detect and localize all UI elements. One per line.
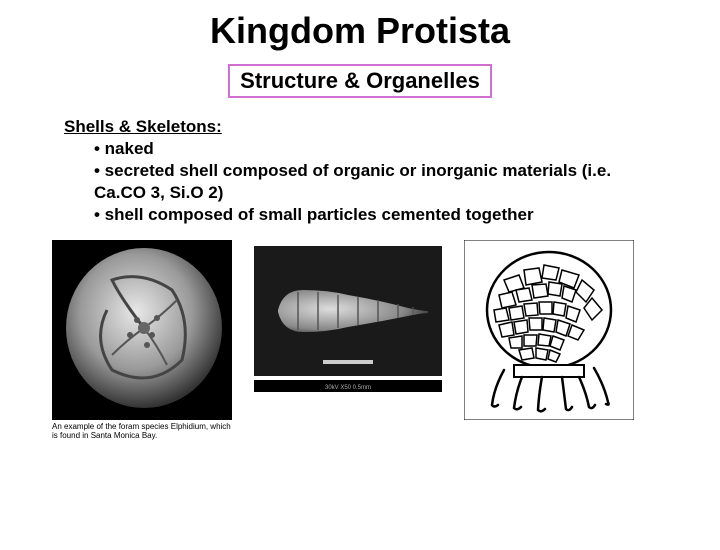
bullet-item: • secreted shell composed of organic or … [94,160,656,204]
bullet-item: • naked [94,138,656,160]
agglutinated-shell-diagram [464,240,634,420]
image-1-container: An example of the foram species Elphidiu… [52,240,232,441]
section-heading: Shells & Skeletons: [64,116,656,138]
image-3-container [464,240,634,420]
bullet-item: • shell composed of small particles ceme… [94,204,656,226]
subtitle-box: Structure & Organelles [228,64,492,98]
foram-elphidium-image [52,240,232,420]
shell-cone-image: 30kV X50 0.5mm [248,240,448,400]
image-1-caption: An example of the foram species Elphidiu… [52,423,232,441]
subtitle-text: Structure & Organelles [240,68,480,93]
page-title: Kingdom Protista [0,10,720,52]
svg-text:30kV X50 0.5mm: 30kV X50 0.5mm [325,385,371,391]
content-block: Shells & Skeletons: • naked • secreted s… [64,116,656,226]
images-row: An example of the foram species Elphidiu… [52,240,668,441]
bullet-list: • naked • secreted shell composed of org… [94,138,656,226]
image-2-container: 30kV X50 0.5mm [248,240,448,400]
subtitle-container: Structure & Organelles [0,52,720,98]
